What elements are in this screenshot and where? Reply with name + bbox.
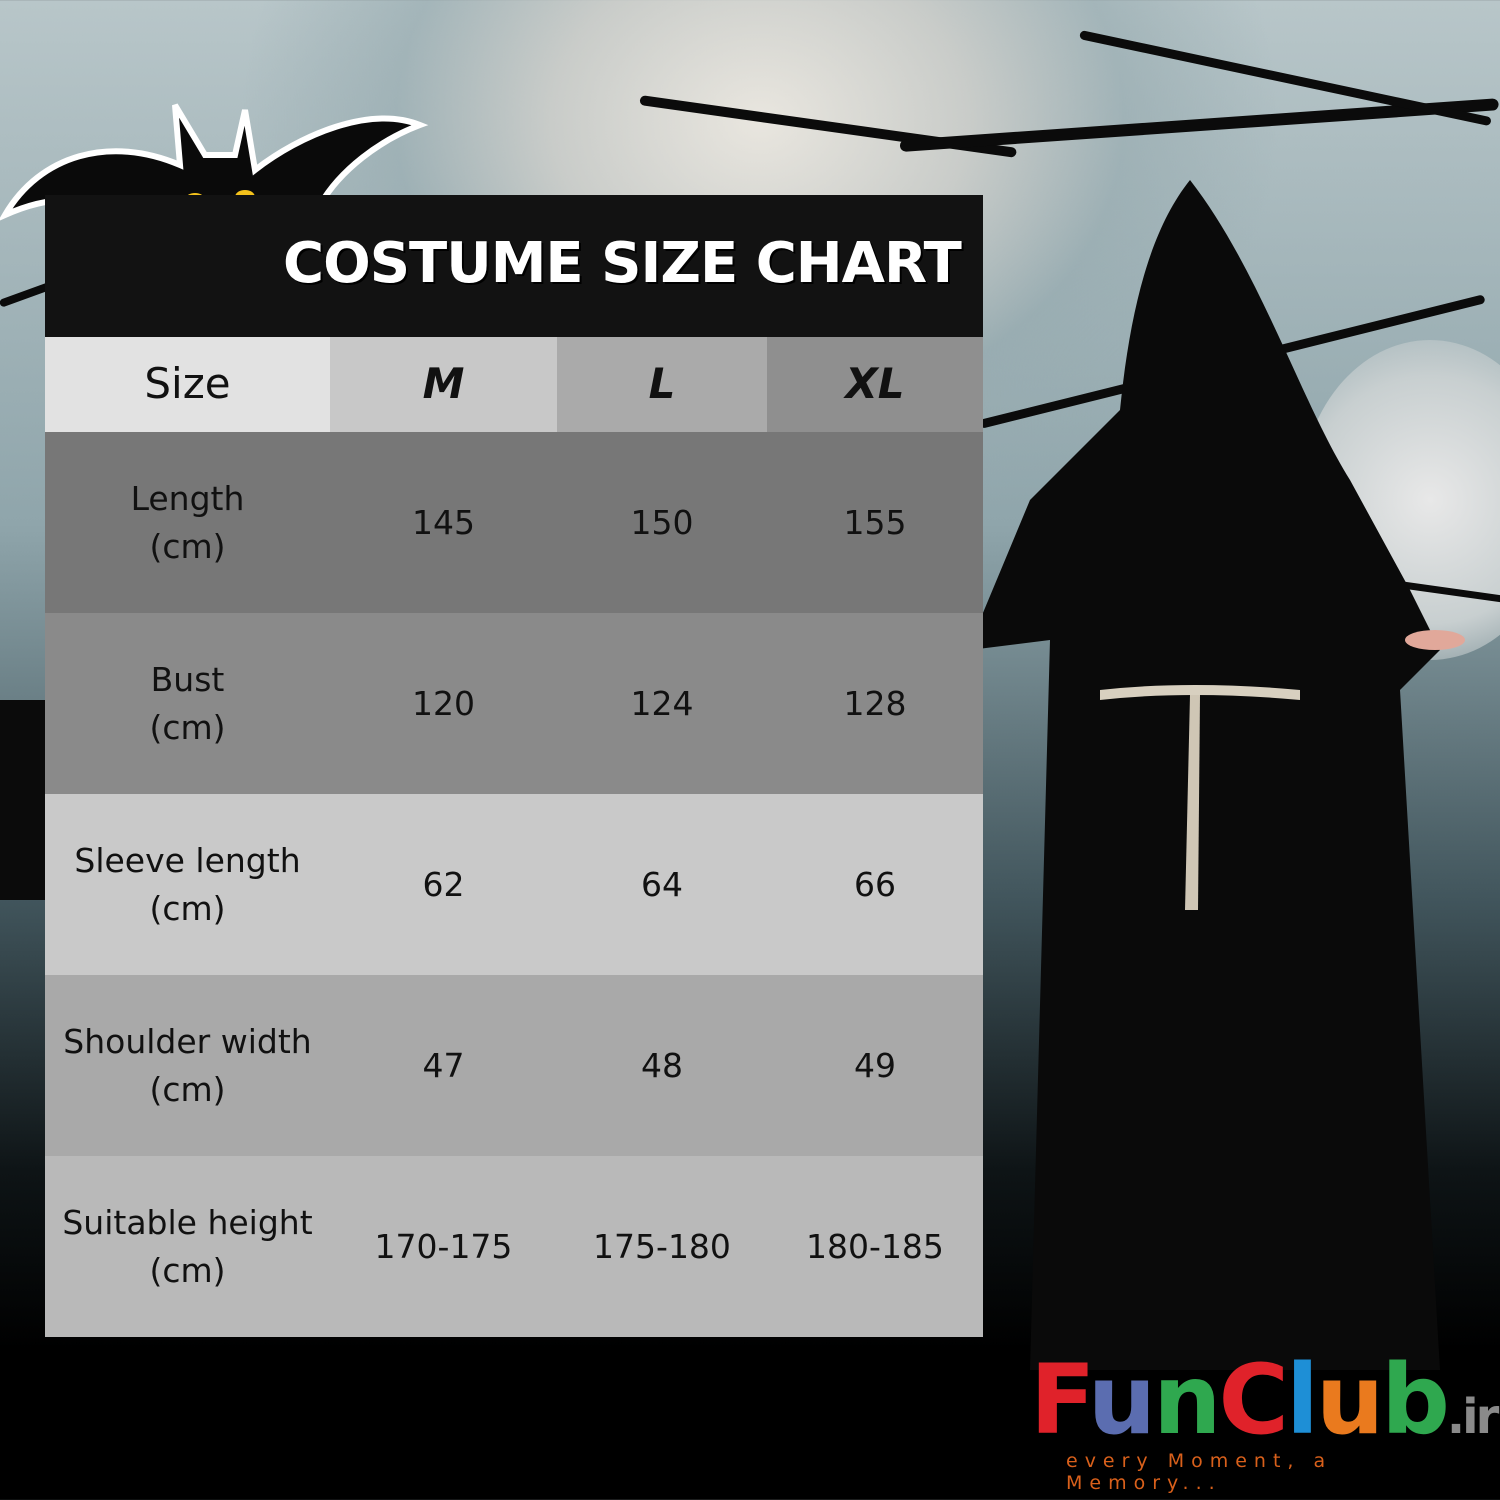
row-label: Shoulder width (cm) xyxy=(45,975,330,1156)
table-row: Suitable height (cm) 170-175 175-180 180-185 xyxy=(45,1156,983,1337)
row-label-text: Suitable height xyxy=(62,1202,313,1242)
logo-letter: b xyxy=(1381,1344,1450,1456)
value-cell: 62 xyxy=(422,864,465,904)
row-label-text: Shoulder width xyxy=(63,1021,312,1061)
value-cell: 66 xyxy=(854,864,896,904)
logo-suffix: .ir xyxy=(1446,1389,1499,1445)
value-cell: 47 xyxy=(422,1045,465,1085)
row-unit: (cm) xyxy=(149,526,226,566)
logo-letter: l xyxy=(1285,1344,1319,1456)
value-cell: 48 xyxy=(641,1045,683,1085)
title-bar: COSTUME SIZE CHART xyxy=(45,195,983,337)
row-label: Suitable height (cm) xyxy=(45,1156,330,1337)
row-unit: (cm) xyxy=(149,707,226,747)
logo-letter: C xyxy=(1218,1344,1288,1456)
value-cell: 124 xyxy=(630,683,694,723)
table-row: Length (cm) 145 150 155 xyxy=(45,432,983,613)
header-m: M xyxy=(330,337,557,432)
logo-letter: F xyxy=(1030,1344,1091,1456)
table-row: Shoulder width (cm) 47 48 49 xyxy=(45,975,983,1156)
logo-letter: u xyxy=(1087,1344,1156,1456)
row-label-text: Sleeve length xyxy=(74,840,301,880)
row-label-text: Bust xyxy=(150,659,225,699)
row-label: Length (cm) xyxy=(45,432,330,613)
value-cell: 150 xyxy=(630,502,694,542)
table-header-row: Size M L XL xyxy=(45,337,983,432)
value-cell: 49 xyxy=(854,1045,896,1085)
logo-tagline: every Moment, a Memory... xyxy=(1066,1450,1333,1494)
table-row: Bust (cm) 120 124 128 xyxy=(45,613,983,794)
value-cell: 170-175 xyxy=(374,1226,513,1266)
row-unit: (cm) xyxy=(149,1069,226,1109)
size-chart-panel: COSTUME SIZE CHART Size M L XL Length (cm… xyxy=(45,195,983,1337)
value-cell: 155 xyxy=(843,502,907,542)
row-label: Bust (cm) xyxy=(45,613,330,794)
hooded-robe-figure xyxy=(910,180,1465,1370)
value-cell: 120 xyxy=(412,683,475,723)
table-row: Sleeve length (cm) 62 64 66 xyxy=(45,794,983,975)
value-cell: 175-180 xyxy=(593,1226,731,1266)
row-label: Sleeve length (cm) xyxy=(45,794,330,975)
value-cell: 180-185 xyxy=(806,1226,944,1266)
value-cell: 64 xyxy=(641,864,683,904)
row-label-text: Length xyxy=(130,478,245,518)
value-cell: 128 xyxy=(843,683,907,723)
header-size: Size xyxy=(45,337,330,432)
logo-wordmark: FunClub.ir xyxy=(1030,1352,1500,1448)
logo-letter: u xyxy=(1315,1344,1384,1456)
header-l: L xyxy=(557,337,767,432)
logo-letter: n xyxy=(1153,1344,1221,1456)
row-unit: (cm) xyxy=(149,888,226,928)
chart-title: COSTUME SIZE CHART xyxy=(283,231,962,296)
funclub-logo: FunClub.ir every Moment, a Memory... xyxy=(1030,1352,1500,1494)
value-cell: 145 xyxy=(412,502,475,542)
header-xl: XL xyxy=(767,337,983,432)
row-unit: (cm) xyxy=(149,1250,226,1290)
